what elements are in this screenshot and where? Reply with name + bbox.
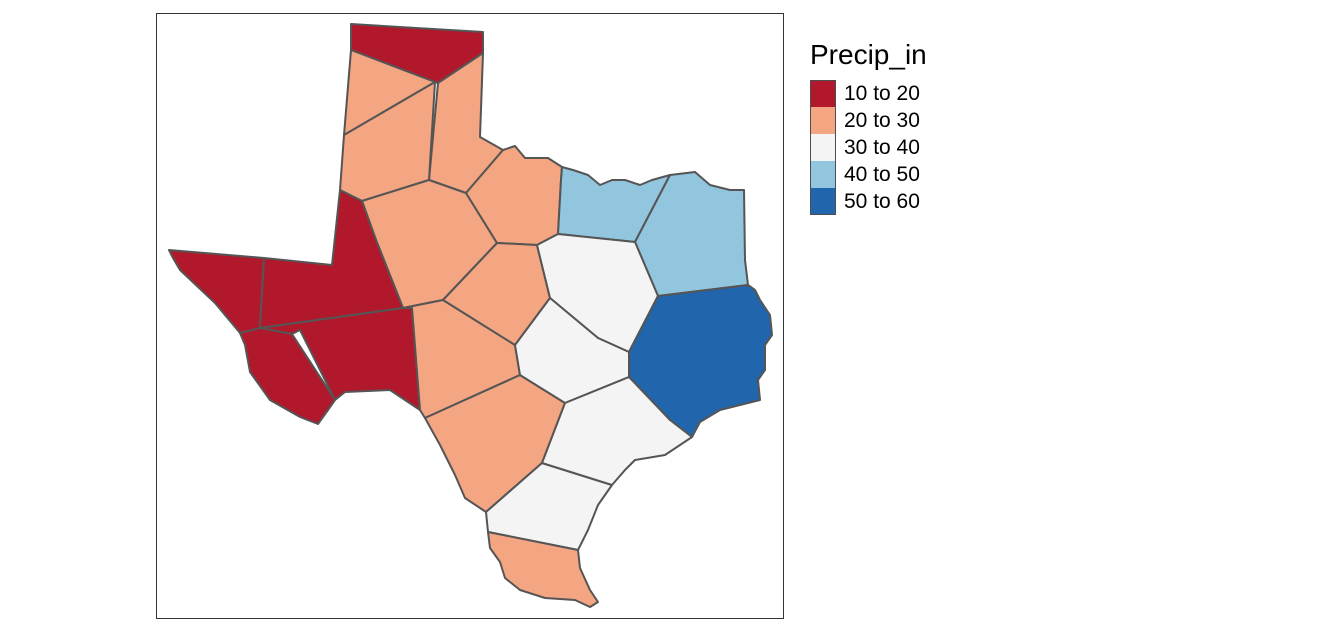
- legend-item: 50 to 60: [810, 188, 927, 215]
- region-far-west: [168, 249, 265, 334]
- legend-swatch: [810, 134, 836, 161]
- legend-label: 50 to 60: [844, 190, 920, 213]
- legend-label: 30 to 40: [844, 136, 920, 159]
- legend: Precip_in 10 to 20 20 to 30 30 to 40 40 …: [810, 38, 927, 215]
- legend-swatch: [810, 161, 836, 188]
- region-lower-valley: [487, 531, 599, 608]
- legend-item: 30 to 40: [810, 134, 927, 161]
- legend-item: 20 to 30: [810, 107, 927, 134]
- region-big-bend: [239, 327, 336, 425]
- legend-swatch: [810, 80, 836, 107]
- legend-swatch: [810, 188, 836, 215]
- region-upper-coast: [541, 376, 693, 486]
- legend-label: 10 to 20: [844, 82, 920, 105]
- legend-item: 40 to 50: [810, 161, 927, 188]
- legend-items: 10 to 20 20 to 30 30 to 40 40 to 50 50 t…: [810, 80, 927, 215]
- legend-title: Precip_in: [810, 39, 927, 70]
- texas-precipitation-map: [168, 23, 773, 608]
- legend-item: 10 to 20: [810, 80, 927, 107]
- legend-label: 20 to 30: [844, 109, 920, 132]
- legend-swatch: [810, 107, 836, 134]
- legend-label: 40 to 50: [844, 163, 920, 186]
